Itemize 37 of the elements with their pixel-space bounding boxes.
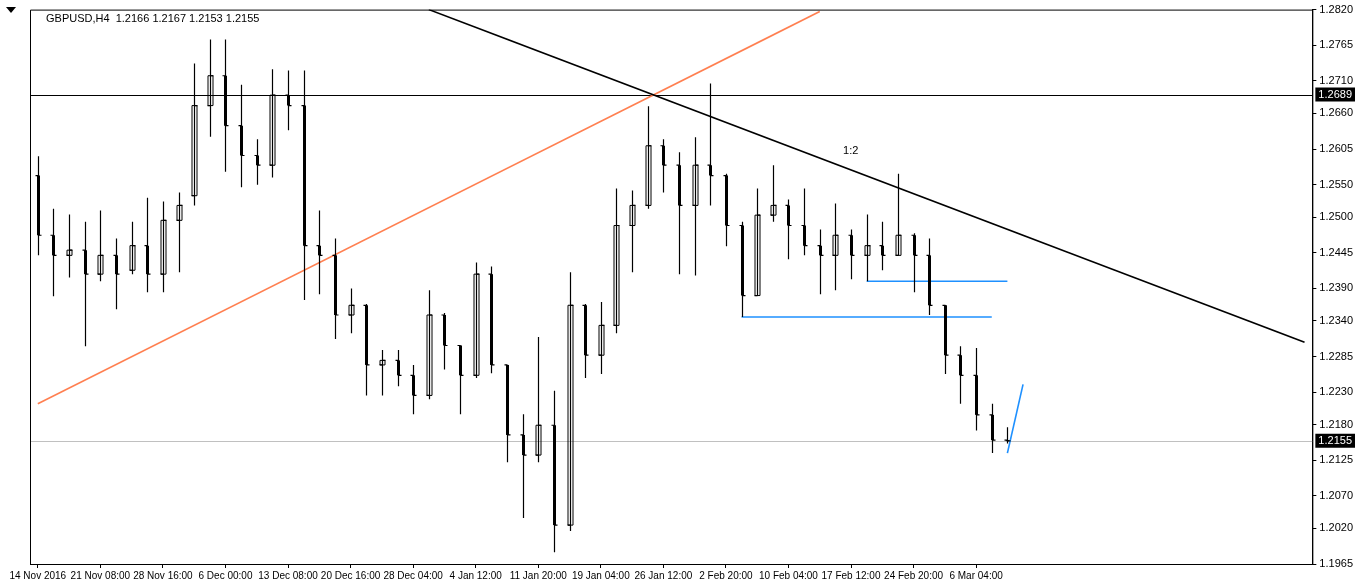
- y-tick-label: 1.2820: [1319, 2, 1354, 15]
- x-tick-label: 14 Nov 2016: [9, 569, 67, 581]
- ref-line-label: 1.2689: [1318, 87, 1353, 100]
- y-tick-label: 1.2710: [1319, 73, 1354, 86]
- y-tick-label: 1.2020: [1319, 521, 1354, 534]
- x-tick-label: 26 Jan 12:00: [634, 569, 693, 581]
- x-tick-label: 10 Feb 04:00: [759, 569, 819, 581]
- x-tick-label: 6 Dec 00:00: [198, 569, 253, 581]
- x-tick-label: 21 Nov 08:00: [70, 569, 131, 581]
- x-tick-label: 19 Jan 04:00: [571, 569, 631, 581]
- y-tick-label: 1.2180: [1319, 417, 1354, 430]
- chart-title: GBPUSD,H4 1.2166 1.2167 1.2153 1.2155: [46, 11, 260, 24]
- x-tick-label: 2 Feb 20:00: [699, 569, 754, 581]
- y-tick-label: 1.2125: [1319, 453, 1354, 466]
- x-tick-label: 20 Dec 16:00: [320, 569, 381, 581]
- annotation: 1:2: [843, 143, 859, 156]
- ref-line-label: 1.2155: [1318, 433, 1353, 446]
- y-tick-label: 1.2285: [1319, 349, 1354, 362]
- y-tick-label: 1.2550: [1319, 177, 1354, 190]
- y-tick-label: 1.2230: [1319, 385, 1354, 398]
- x-tick-label: 4 Jan 12:00: [449, 569, 503, 581]
- x-tick-label: 17 Feb 12:00: [821, 569, 881, 581]
- y-tick-label: 1.2660: [1319, 106, 1354, 119]
- x-tick-label: 24 Feb 20:00: [884, 569, 944, 581]
- y-tick-label: 1.2340: [1319, 313, 1354, 326]
- y-tick-label: 1.2765: [1319, 38, 1354, 51]
- y-tick-label: 1.2605: [1319, 142, 1354, 155]
- x-tick-label: 11 Jan 20:00: [509, 569, 568, 581]
- y-tick-label: 1.2445: [1319, 245, 1354, 258]
- y-tick-label: 1.1965: [1319, 557, 1354, 570]
- x-tick-label: 28 Dec 04:00: [383, 569, 444, 581]
- y-tick-label: 1.2390: [1319, 281, 1354, 294]
- x-tick-label: 28 Nov 16:00: [133, 569, 194, 581]
- y-tick-label: 1.2500: [1319, 210, 1354, 223]
- x-tick-label: 6 Mar 04:00: [949, 569, 1004, 581]
- y-tick-label: 1.2070: [1319, 488, 1354, 501]
- x-tick-label: 13 Dec 08:00: [258, 569, 319, 581]
